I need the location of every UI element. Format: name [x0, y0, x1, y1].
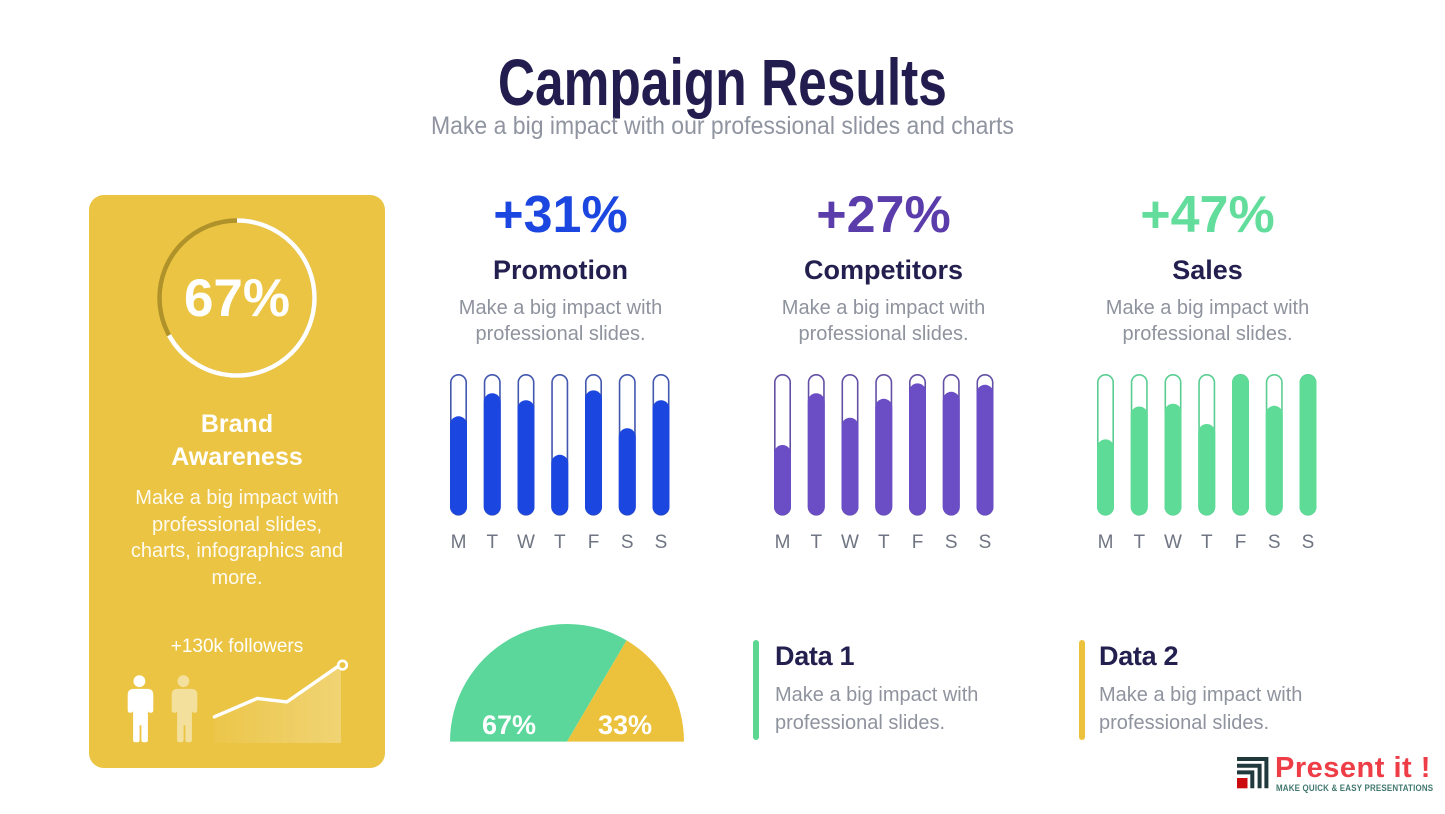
svg-text:S: S: [621, 532, 634, 553]
svg-text:T: T: [1133, 532, 1145, 553]
svg-text:T: T: [1201, 532, 1213, 553]
svg-text:W: W: [517, 532, 535, 553]
svg-text:S: S: [979, 532, 992, 553]
svg-text:S: S: [655, 532, 668, 553]
svg-text:F: F: [912, 532, 924, 553]
svg-text:S: S: [1268, 532, 1281, 553]
svg-text:W: W: [1164, 532, 1182, 553]
svg-text:S: S: [945, 532, 958, 553]
svg-text:33%: 33%: [598, 710, 652, 740]
svg-text:M: M: [775, 532, 791, 553]
svg-text:M: M: [1098, 532, 1114, 553]
svg-text:T: T: [878, 532, 890, 553]
svg-text:F: F: [588, 532, 600, 553]
svg-text:67%: 67%: [482, 710, 536, 740]
svg-text:T: T: [486, 532, 498, 553]
svg-text:W: W: [841, 532, 859, 553]
svg-text:M: M: [451, 532, 467, 553]
svg-text:S: S: [1302, 532, 1315, 553]
svg-text:T: T: [554, 532, 566, 553]
svg-text:T: T: [810, 532, 822, 553]
svg-text:F: F: [1235, 532, 1247, 553]
